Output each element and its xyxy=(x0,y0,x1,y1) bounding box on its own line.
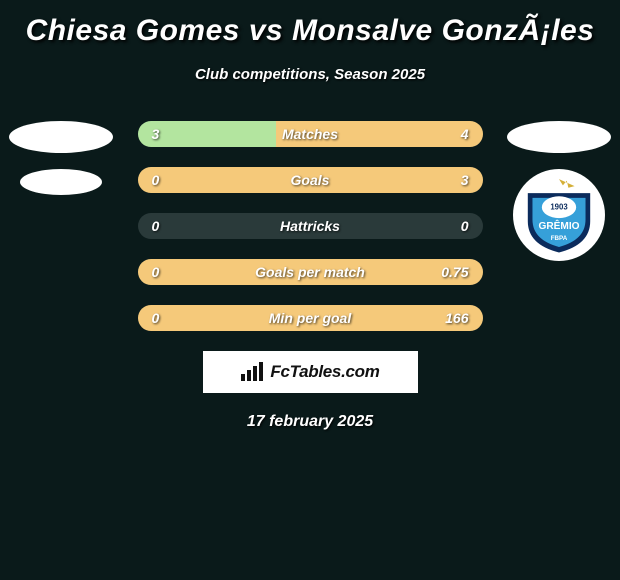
stat-label: Goals per match xyxy=(255,264,365,280)
stat-value-left: 0 xyxy=(152,310,160,326)
stat-value-left: 3 xyxy=(152,126,160,142)
stat-value-right: 4 xyxy=(461,126,469,142)
stat-label: Matches xyxy=(282,126,338,142)
bars-icon xyxy=(240,362,264,382)
comparison-card: Chiesa Gomes vs Monsalve GonzÃ¡les Club … xyxy=(0,0,620,441)
stat-label: Min per goal xyxy=(269,310,351,326)
stat-value-right: 0 xyxy=(461,218,469,234)
player-right-avatar-placeholder xyxy=(507,121,611,153)
stat-value-left: 0 xyxy=(152,218,160,234)
stat-row: 0 Goals per match 0.75 xyxy=(138,259,483,285)
player-left-avatar-placeholder xyxy=(9,121,113,153)
club-left-badge-placeholder xyxy=(20,169,102,195)
gremio-crest-icon: 1903 GRÊMIO FBPA xyxy=(520,176,598,254)
stat-row: 0 Goals 3 xyxy=(138,167,483,193)
player-right-slot: 1903 GRÊMIO FBPA xyxy=(504,121,614,261)
stat-value-right: 166 xyxy=(445,310,468,326)
stat-value-left: 0 xyxy=(152,264,160,280)
club-right-badge: 1903 GRÊMIO FBPA xyxy=(513,169,605,261)
star-icon xyxy=(559,179,575,188)
stat-value-right: 3 xyxy=(461,172,469,188)
player-left-slot xyxy=(6,121,116,211)
stats-block: 1903 GRÊMIO FBPA 3 Matches 4 0 Goals 3 0 Hattri… xyxy=(0,121,620,331)
stat-value-left: 0 xyxy=(152,172,160,188)
svg-text:GRÊMIO: GRÊMIO xyxy=(538,219,579,232)
stat-row: 0 Hattricks 0 xyxy=(138,213,483,239)
stat-label: Goals xyxy=(291,172,330,188)
stat-value-right: 0.75 xyxy=(441,264,468,280)
stat-row: 3 Matches 4 xyxy=(138,121,483,147)
fctables-logo: FcTables.com xyxy=(203,351,418,393)
svg-text:FBPA: FBPA xyxy=(551,235,568,242)
subtitle: Club competitions, Season 2025 xyxy=(0,66,620,83)
page-title: Chiesa Gomes vs Monsalve GonzÃ¡les xyxy=(0,14,620,48)
svg-text:1903: 1903 xyxy=(550,203,568,212)
date-text: 17 february 2025 xyxy=(0,413,620,431)
logo-text: FcTables.com xyxy=(270,362,379,382)
stat-label: Hattricks xyxy=(280,218,340,234)
stat-row: 0 Min per goal 166 xyxy=(138,305,483,331)
